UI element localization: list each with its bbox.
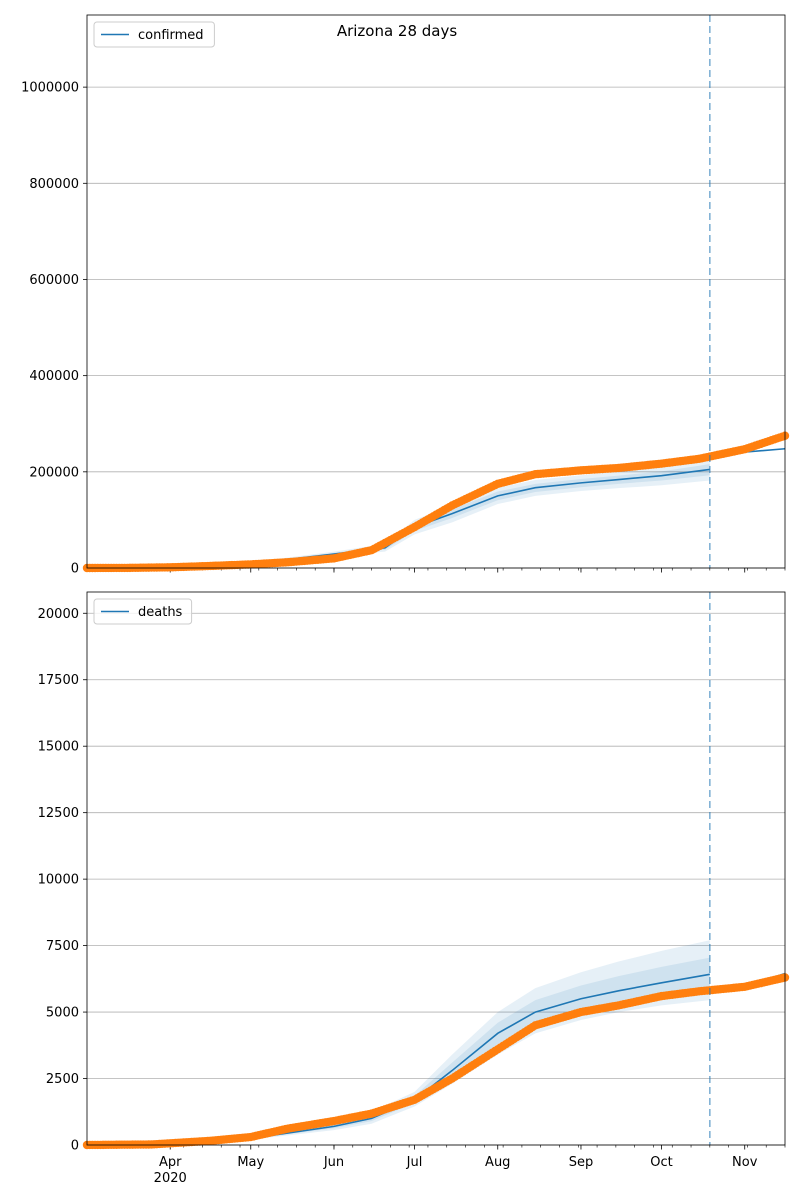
x-tick-label: Oct [650, 1155, 672, 1170]
uncertainty-band [87, 957, 710, 1145]
legend-box [93, 21, 215, 48]
uncertainty-band [87, 940, 710, 1145]
plot-frame [86, 14, 786, 569]
y-tick-label: 800000 [29, 177, 79, 192]
x-tick-label: Sep [569, 1155, 594, 1170]
y-tick-label: 7500 [46, 939, 79, 954]
deaths-panel: 0 2500 5000 7500 10000 12500 15000 17500 20000 Ap… [38, 591, 790, 1186]
x-year-label: 2020 [154, 1171, 187, 1186]
plot-frame [86, 591, 786, 1146]
y-tick-label: 2500 [46, 1072, 79, 1087]
y-tick-label: 12500 [38, 806, 79, 821]
y-tick-label: 17500 [38, 673, 79, 688]
y-tick-label: 0 [71, 1139, 79, 1154]
x-tick-label: Nov [732, 1155, 758, 1170]
uncertainty-band [87, 464, 710, 568]
x-tick-label: Jun [323, 1155, 344, 1170]
x-tick-label: Apr [159, 1155, 182, 1170]
legend-box [93, 598, 193, 625]
y-tick-label: 1000000 [21, 81, 79, 96]
y-tick-label: 5000 [46, 1006, 79, 1021]
x-tick-label: Jul [406, 1155, 423, 1170]
confirmed-panel: 0 200000 400000 600000 800000 1000000 confirme… [21, 14, 790, 577]
uncertainty-band [87, 459, 710, 568]
x-tick-label: Aug [485, 1155, 510, 1170]
y-tick-label: 200000 [29, 465, 79, 480]
y-tick-label: 0 [71, 562, 79, 577]
y-tick-label: 400000 [29, 369, 79, 384]
y-tick-label: 600000 [29, 273, 79, 288]
y-tick-label: 10000 [38, 873, 79, 888]
legend-label: deaths [138, 605, 183, 620]
x-tick-label: May [237, 1155, 264, 1170]
y-tick-label: 20000 [38, 607, 79, 622]
chart-title: Arizona 28 days [337, 22, 458, 40]
legend-label: confirmed [138, 28, 204, 43]
observed-series [82, 973, 790, 1150]
legend: confirmed [93, 21, 215, 48]
legend: deaths [93, 598, 193, 625]
y-tick-label: 15000 [38, 740, 79, 755]
observed-series [82, 431, 790, 573]
